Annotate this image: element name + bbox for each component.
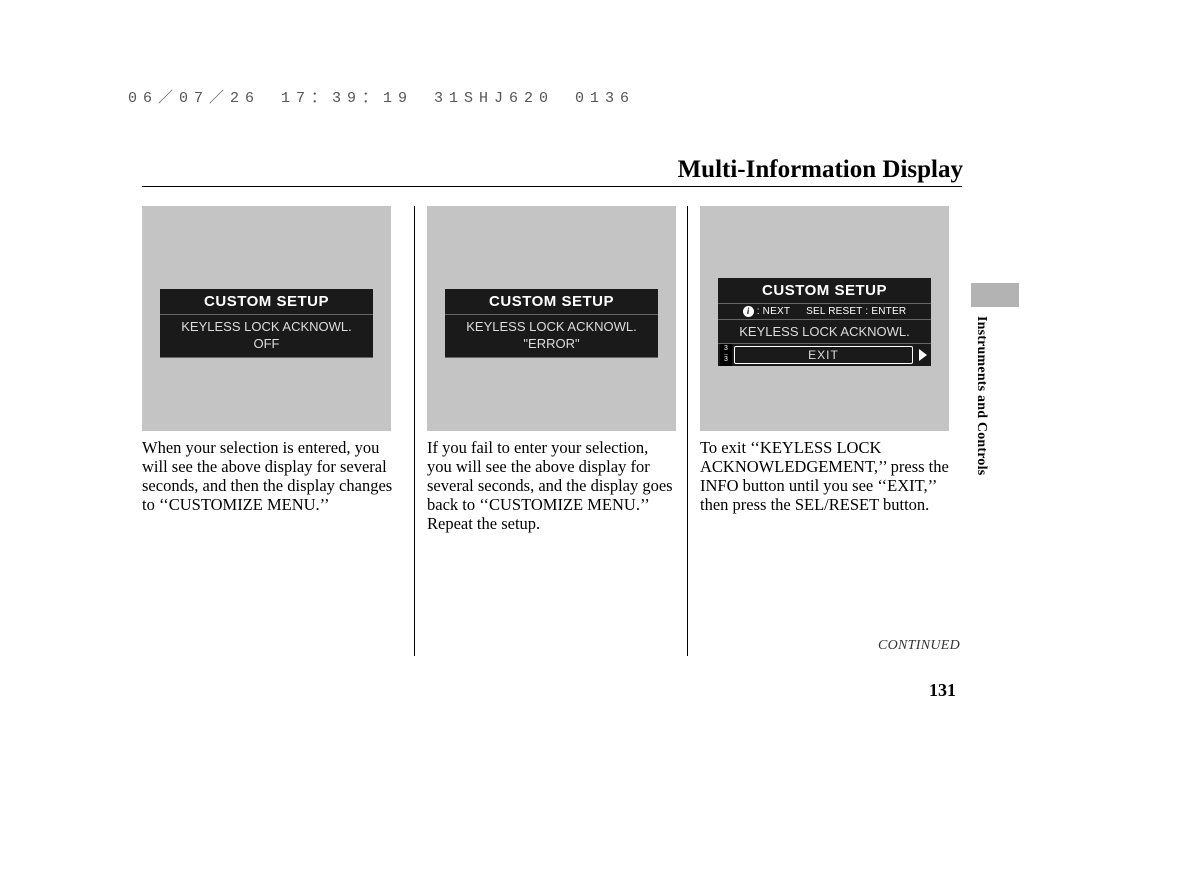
select-label: EXIT xyxy=(808,348,839,362)
caption-3: To exit ‘‘KEYLESS LOCK ACKNOWLEDGEMENT,’… xyxy=(700,439,961,515)
sel-reset-label: SEL RESET : ENTER xyxy=(806,306,906,317)
display-screen-1: CUSTOM SETUP KEYLESS LOCK ACKNOWL. OFF xyxy=(142,206,391,431)
display-body: KEYLESS LOCK ACKNOWL. OFF xyxy=(160,315,373,358)
display-screen-3: CUSTOM SETUP i : NEXT SEL RESET : ENTER … xyxy=(700,206,949,431)
display-sub-row: i : NEXT SEL RESET : ENTER xyxy=(718,304,931,320)
column-3: CUSTOM SETUP i : NEXT SEL RESET : ENTER … xyxy=(688,206,961,656)
continued-label: CONTINUED xyxy=(878,638,960,654)
display-body-line1: KEYLESS LOCK ACKNOWL. xyxy=(445,319,658,336)
select-row: 3 ─ 3 EXIT xyxy=(718,344,931,366)
counter-total: 3 xyxy=(724,357,728,363)
display-body: KEYLESS LOCK ACKNOWL. "ERROR" xyxy=(445,315,658,358)
select-box: EXIT xyxy=(734,346,913,364)
title-divider xyxy=(142,186,962,187)
caption-2: If you fail to enter your selection, you… xyxy=(427,439,675,534)
content-columns: CUSTOM SETUP KEYLESS LOCK ACKNOWL. OFF W… xyxy=(142,206,962,656)
display-body-line1: KEYLESS LOCK ACKNOWL. xyxy=(160,319,373,336)
display-title: CUSTOM SETUP xyxy=(445,289,658,315)
side-tab xyxy=(971,283,1019,307)
display-panel: CUSTOM SETUP i : NEXT SEL RESET : ENTER … xyxy=(718,278,931,366)
caption-1: When your selection is entered, you will… xyxy=(142,439,402,515)
display-body-line2: OFF xyxy=(160,336,373,353)
side-section-label: Instruments and Controls xyxy=(973,316,989,475)
info-next-label: : NEXT xyxy=(757,306,790,317)
display-panel: CUSTOM SETUP KEYLESS LOCK ACKNOWL. "ERRO… xyxy=(445,289,658,358)
info-icon: i xyxy=(743,306,754,317)
column-2: CUSTOM SETUP KEYLESS LOCK ACKNOWL. "ERRO… xyxy=(415,206,688,656)
page: 06／07／26 17：39：19 31SHJ620 0136 Multi-In… xyxy=(0,0,1200,892)
page-number: 131 xyxy=(929,680,956,701)
display-body-line2: "ERROR" xyxy=(445,336,658,353)
column-1: CUSTOM SETUP KEYLESS LOCK ACKNOWL. OFF W… xyxy=(142,206,415,656)
display-title: CUSTOM SETUP xyxy=(718,278,931,304)
info-next: i : NEXT xyxy=(743,306,790,317)
display-panel: CUSTOM SETUP KEYLESS LOCK ACKNOWL. OFF xyxy=(160,289,373,358)
page-counter: 3 ─ 3 xyxy=(720,344,732,366)
page-title: Multi-Information Display xyxy=(678,156,963,184)
display-body-line1: KEYLESS LOCK ACKNOWL. xyxy=(718,320,931,344)
display-title: CUSTOM SETUP xyxy=(160,289,373,315)
display-screen-2: CUSTOM SETUP KEYLESS LOCK ACKNOWL. "ERRO… xyxy=(427,206,676,431)
header-stamp: 06／07／26 17：39：19 31SHJ620 0136 xyxy=(128,86,635,107)
chevron-right-icon xyxy=(919,349,927,361)
